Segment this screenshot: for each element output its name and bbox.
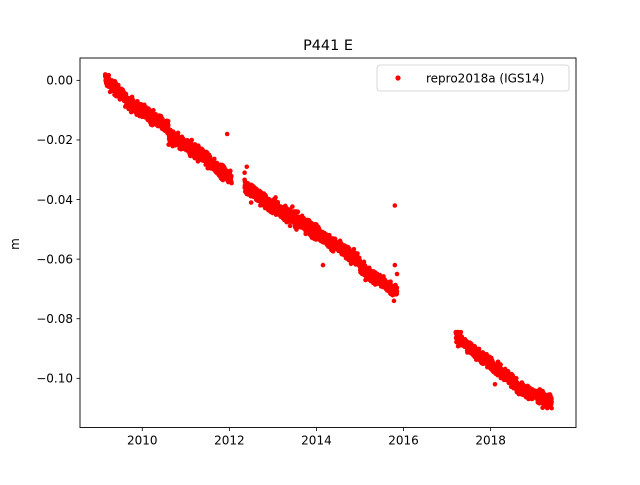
data-point <box>476 346 482 352</box>
legend-label: repro2018a (IGS14) <box>426 72 544 86</box>
legend: repro2018a (IGS14) <box>376 64 570 92</box>
data-point <box>332 236 338 242</box>
x-tick-label: 2012 <box>214 434 245 448</box>
data-point <box>116 82 121 88</box>
data-point <box>394 288 400 294</box>
data-point <box>361 259 367 265</box>
legend-marker <box>395 75 401 81</box>
y-tick-label: 0.00 <box>46 74 73 88</box>
y-axis-label: m <box>8 238 22 250</box>
data-point <box>355 251 360 256</box>
y-tick-label: −0.10 <box>36 372 73 386</box>
data-point <box>301 215 306 221</box>
data-point <box>165 118 171 124</box>
legend-box <box>376 64 570 92</box>
data-point <box>392 262 398 268</box>
data-point <box>175 130 181 136</box>
x-tick-label: 2018 <box>475 434 506 448</box>
chart-title: P441 E <box>303 38 353 54</box>
data-point <box>492 381 498 387</box>
data-point <box>498 362 503 367</box>
data-point <box>273 195 278 200</box>
y-axis-ticks: 0.00 −0.02 −0.04 −0.06 −0.08 −0.10 <box>36 74 80 386</box>
data-point <box>549 405 554 411</box>
data-point <box>388 279 393 284</box>
data-point <box>123 91 129 97</box>
data-point <box>295 209 301 215</box>
x-tick-label: 2010 <box>127 434 158 448</box>
x-axis-ticks: 2010 2012 2014 2016 2018 <box>127 427 506 448</box>
data-point <box>189 137 194 143</box>
data-point <box>290 204 295 209</box>
data-point <box>102 72 108 77</box>
data-point <box>228 168 233 174</box>
data-point <box>544 405 550 411</box>
data-point <box>287 223 293 229</box>
data-point <box>285 219 290 225</box>
data-point <box>229 180 234 186</box>
data-point <box>330 249 336 254</box>
y-tick-label: −0.08 <box>36 312 73 326</box>
data-point <box>394 285 400 291</box>
data-point <box>212 156 217 162</box>
data-point <box>514 375 519 381</box>
data-point <box>224 131 230 137</box>
y-tick-label: −0.04 <box>36 193 73 207</box>
data-point <box>391 298 397 304</box>
data-point <box>248 200 254 205</box>
data-point <box>458 329 464 335</box>
x-tick-label: 2014 <box>301 434 332 448</box>
x-tick-label: 2016 <box>388 434 419 448</box>
data-point <box>151 108 156 113</box>
data-points <box>102 72 554 411</box>
data-point <box>549 399 554 405</box>
data-point <box>165 123 171 128</box>
data-point <box>392 203 398 208</box>
data-point <box>207 154 213 160</box>
data-point <box>106 72 112 78</box>
data-point <box>244 164 250 170</box>
data-point <box>351 246 357 252</box>
data-point <box>242 170 247 176</box>
data-point <box>320 262 326 268</box>
y-tick-label: −0.06 <box>36 252 73 266</box>
data-point <box>394 271 400 277</box>
y-tick-label: −0.02 <box>36 133 73 147</box>
plot-frame <box>79 57 577 428</box>
data-point <box>229 173 234 179</box>
